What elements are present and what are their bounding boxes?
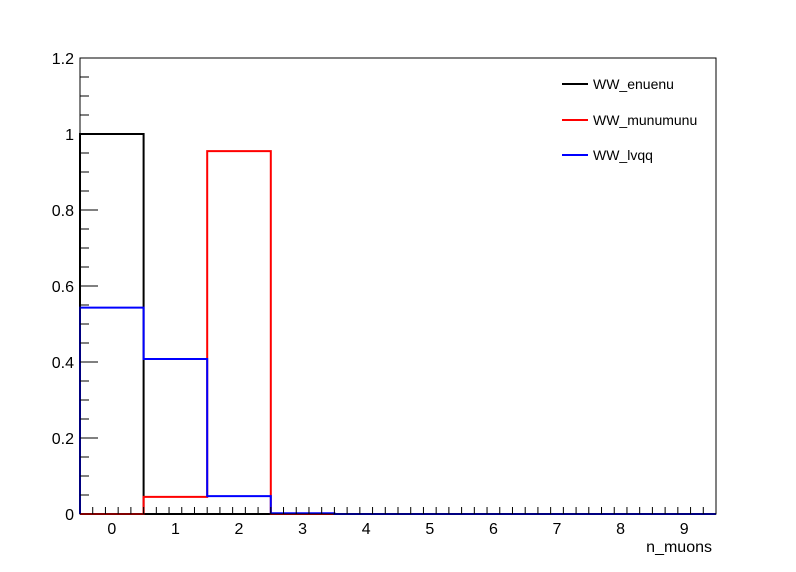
legend-label-WW_lvqq: WW_lvqq <box>593 147 653 163</box>
y-tick-label: 0.2 <box>52 431 74 448</box>
y-tick-label: 1.2 <box>52 51 74 68</box>
x-tick-label: 9 <box>680 521 689 538</box>
series-line-WW_lvqq <box>79 306 716 515</box>
y-tick-label: 1 <box>65 127 74 144</box>
x-tick-label: 8 <box>616 521 625 538</box>
x-tick-label: 0 <box>107 521 116 538</box>
x-tick-label: 3 <box>298 521 307 538</box>
series-line-WW_munumunu <box>80 150 716 515</box>
x-tick-label: 2 <box>235 521 244 538</box>
y-tick-label: 0.8 <box>52 203 74 220</box>
series-layer <box>79 133 716 515</box>
y-tick-label: 0.4 <box>52 355 74 372</box>
x-tick-label: 4 <box>362 521 371 538</box>
x-tick-label: 1 <box>171 521 180 538</box>
series-line-WW_enuenu <box>79 133 716 515</box>
legend-label-WW_munumunu: WW_munumunu <box>593 112 697 128</box>
legend-label-WW_enuenu: WW_enuenu <box>593 76 674 92</box>
x-axis-title: n_muons <box>646 539 712 556</box>
x-tick-label: 7 <box>553 521 562 538</box>
y-tick-label: 0.6 <box>52 279 74 296</box>
ticks-layer: 0 0.2 0.4 0.6 0.8 1 1.2 0 1 2 3 4 5 6 7 8 9 <box>52 51 717 538</box>
x-tick-label: 5 <box>425 521 434 538</box>
x-tick-label: 6 <box>489 521 498 538</box>
legend: WW_enuenu WW_munumunu WW_lvqq <box>562 76 697 163</box>
y-tick-label: 0 <box>65 507 74 524</box>
